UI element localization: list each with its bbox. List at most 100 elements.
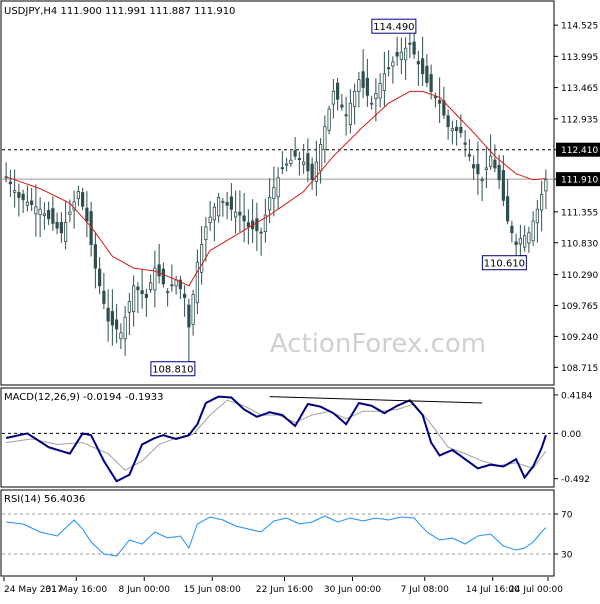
candle-body <box>119 332 123 340</box>
candle-body <box>344 114 348 117</box>
time-tick-label: 22 Jun 16:00 <box>256 585 313 595</box>
candle-body <box>523 235 527 248</box>
price-plot: 114.490 108.810 110.610 114.525 113.995 113.4… <box>2 18 600 377</box>
candle-body <box>161 268 165 285</box>
candle-body <box>204 226 208 241</box>
candle-body <box>229 196 233 210</box>
candle-body <box>225 202 229 206</box>
time-tick-label: 24 Jul 00:00 <box>509 585 563 595</box>
time-tick-label: 14 Jul 16:00 <box>466 585 520 595</box>
candle-body <box>416 61 420 65</box>
candle-body <box>378 83 382 99</box>
candle-body <box>187 304 191 328</box>
candle-body <box>412 41 416 55</box>
candle-body <box>72 201 76 211</box>
candle-body <box>38 208 42 216</box>
candle-body <box>98 268 102 287</box>
candle-body <box>497 164 501 181</box>
rsi-panel <box>0 489 555 577</box>
candle-body <box>455 126 459 132</box>
candle-body <box>357 79 361 92</box>
candle-body <box>81 192 85 207</box>
macd-tick-label: -0.492 <box>561 475 590 485</box>
candle-body <box>514 241 518 245</box>
candle-body <box>531 220 535 242</box>
candle-body <box>459 126 463 134</box>
candle-body <box>484 167 488 170</box>
candle-body <box>540 194 544 211</box>
annotation-box <box>371 18 417 34</box>
candle-body <box>68 211 72 215</box>
candle-body <box>195 261 199 304</box>
candle-body <box>319 144 323 172</box>
candle-body <box>149 282 153 290</box>
candle-body <box>178 279 182 290</box>
candle-body <box>306 153 310 172</box>
candle-body <box>476 164 480 175</box>
time-tick-label: 15 Jun 08:00 <box>184 585 241 595</box>
price-panel-caption: USDJPY,H4 111.900 111.991 111.887 111.91… <box>4 6 235 17</box>
macd-line <box>5 395 547 483</box>
price-tick-label: 109.765 <box>561 302 598 312</box>
candle-body <box>246 222 250 228</box>
candle-body <box>208 216 212 223</box>
candle-body <box>450 128 454 132</box>
price-tick-label: 109.240 <box>561 333 598 343</box>
candle-body <box>34 206 38 215</box>
candle-body <box>127 301 131 313</box>
time-tick-label: 24 May 2017 <box>4 585 63 595</box>
candle-body <box>370 102 374 105</box>
time-tick-label: 31 May 16:00 <box>45 585 107 595</box>
candle-body <box>399 51 403 60</box>
candle-body <box>314 161 318 182</box>
candle-body <box>404 47 408 61</box>
candle-body <box>336 82 340 100</box>
price-tick-label: 111.910 <box>561 176 598 186</box>
annotation-box <box>150 361 196 377</box>
rsi-line <box>6 515 547 557</box>
candle-body <box>429 74 433 92</box>
candle-body <box>170 284 174 287</box>
candle-body <box>144 293 148 298</box>
candle-body <box>183 293 187 298</box>
watermark: ActionForex.com <box>270 329 486 359</box>
candle-body <box>115 319 119 330</box>
candle-body <box>13 190 17 193</box>
candle-body <box>353 91 357 107</box>
annotation-box <box>481 255 527 271</box>
candle-body <box>30 200 34 205</box>
candle-body <box>297 158 301 160</box>
macd-tick-label: 0.4184 <box>561 391 593 401</box>
candle-body <box>217 197 221 217</box>
candle-body <box>276 177 280 198</box>
moving-average-line <box>5 90 546 287</box>
time-tick-label: 7 Jul 08:00 <box>401 585 450 595</box>
price-tick-label: 110.290 <box>561 271 598 281</box>
candle-body <box>51 208 55 224</box>
candle-body <box>102 290 106 304</box>
macd-signal-line <box>6 399 547 471</box>
price-axis: 114.525 113.995 113.465 112.935 112.410 111.9… <box>554 22 600 374</box>
candle-body <box>408 42 412 45</box>
candle-body <box>348 102 352 126</box>
candle-body <box>527 232 531 244</box>
macd-panel-caption: MACD(12,26,9) -0.0194 -0.1933 <box>4 392 164 403</box>
candle-body <box>59 222 63 234</box>
candle-body <box>327 108 331 131</box>
candle-body <box>255 218 259 232</box>
candle-body <box>166 291 170 294</box>
candle-body <box>310 163 314 181</box>
candle-body <box>238 211 242 216</box>
candle-body <box>85 207 89 222</box>
price-tick-label: 111.355 <box>561 208 598 218</box>
candle-body <box>421 58 425 75</box>
candle-body <box>374 92 378 99</box>
candle-body <box>544 179 548 192</box>
macd-trendline <box>269 396 483 404</box>
candle-body <box>268 197 272 211</box>
candle-body <box>17 191 21 198</box>
candle-body <box>489 155 493 167</box>
annotation-label: 114.490 <box>373 22 414 33</box>
